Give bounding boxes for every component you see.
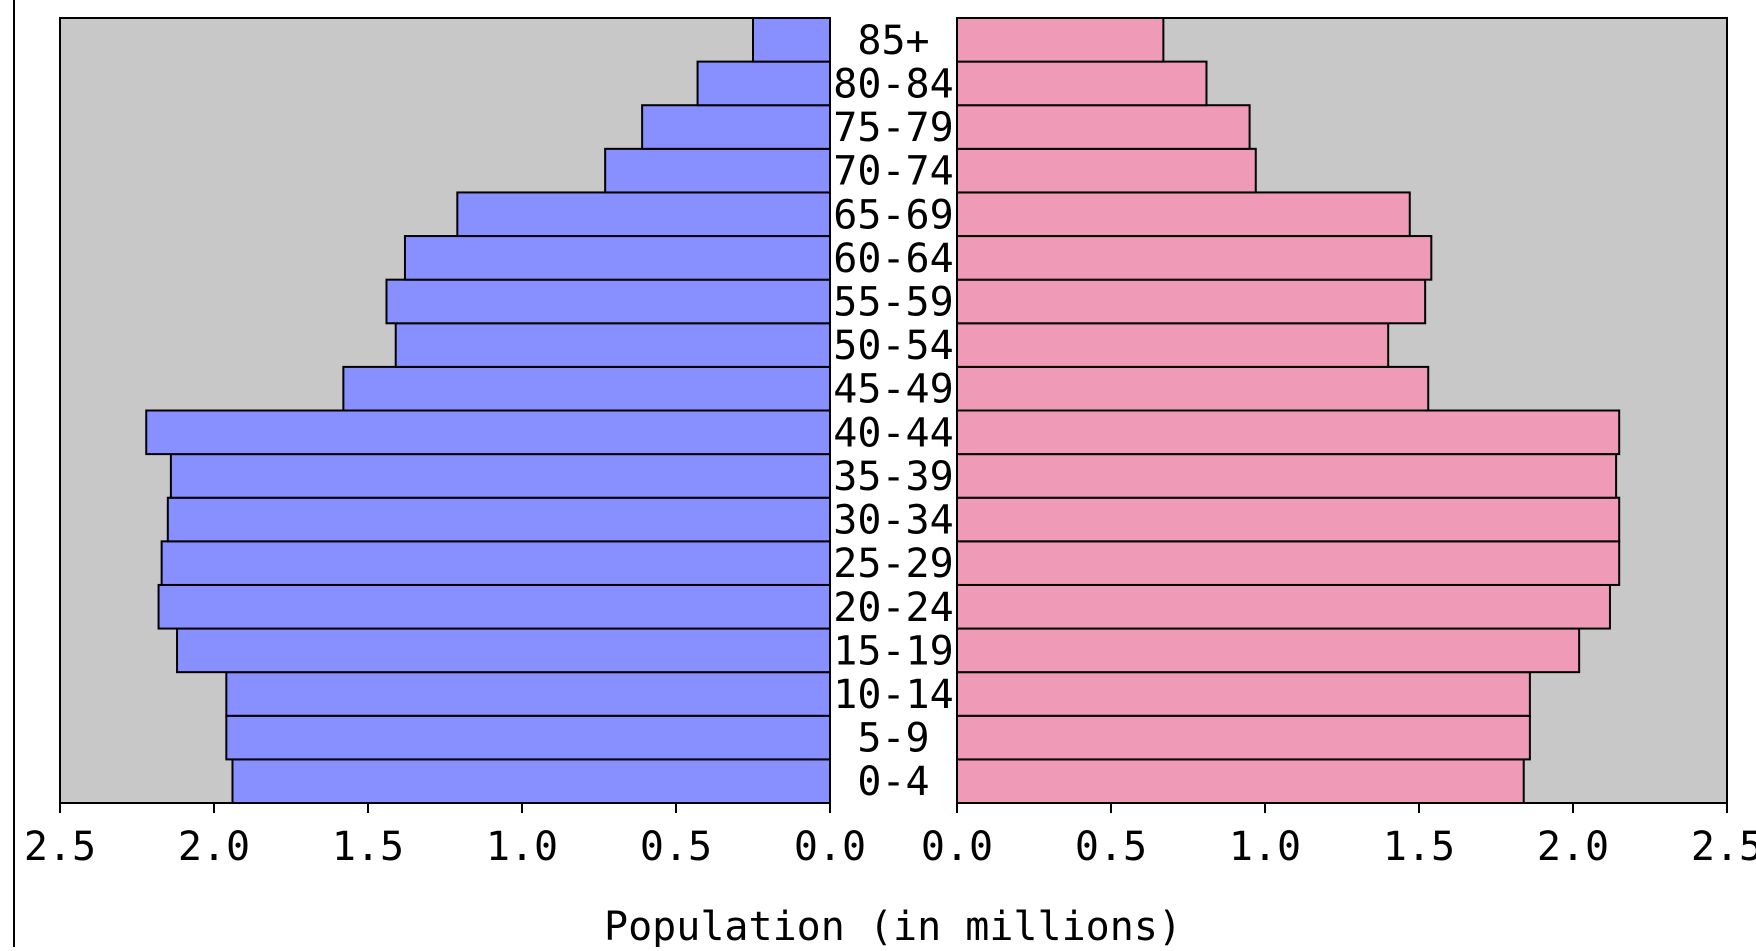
bar-right-25-29 xyxy=(956,540,1621,586)
bar-left-10-14 xyxy=(225,671,831,717)
age-label-85+: 85+ xyxy=(857,18,929,64)
bar-right-30-34 xyxy=(956,496,1621,543)
left-tick-label: 1.5 xyxy=(332,824,404,870)
age-label-45-49: 45-49 xyxy=(833,367,953,413)
right-tick-label: 2.0 xyxy=(1537,824,1609,870)
age-label-30-34: 30-34 xyxy=(833,498,953,544)
right-tick-label: 0.0 xyxy=(921,824,993,870)
right-tick-label: 2.5 xyxy=(1691,824,1756,870)
bar-right-0-4 xyxy=(956,758,1525,805)
right-tick-label: 1.0 xyxy=(1229,824,1301,870)
age-label-80-84: 80-84 xyxy=(833,61,953,107)
bar-left-35-39 xyxy=(169,453,831,499)
age-label-70-74: 70-74 xyxy=(833,149,953,195)
bar-right-5-9 xyxy=(956,714,1531,761)
bar-right-60-64 xyxy=(956,235,1433,281)
age-label-35-39: 35-39 xyxy=(833,454,953,500)
age-label-0-4: 0-4 xyxy=(857,759,929,805)
bar-left-50-54 xyxy=(394,322,831,368)
left-tick-label: 0.5 xyxy=(640,824,712,870)
age-label-20-24: 20-24 xyxy=(833,585,953,631)
age-label-5-9: 5-9 xyxy=(857,716,929,762)
bar-left-85+ xyxy=(752,17,831,63)
bar-right-80-84 xyxy=(956,60,1208,107)
age-label-10-14: 10-14 xyxy=(833,672,953,718)
bar-left-30-34 xyxy=(166,496,832,543)
bar-right-35-39 xyxy=(956,453,1618,499)
bar-left-15-19 xyxy=(176,627,832,674)
bar-right-20-24 xyxy=(956,583,1611,630)
left-tick-label: 2.5 xyxy=(24,824,96,870)
bar-right-75-79 xyxy=(956,104,1251,150)
bar-left-20-24 xyxy=(157,583,831,630)
bar-left-65-69 xyxy=(456,191,831,238)
bar-left-40-44 xyxy=(145,409,832,456)
age-labels: 0-45-910-1415-1920-2425-2930-3435-3940-4… xyxy=(833,18,953,805)
right-axis: 0.0 0.5 1.0 1.5 2.0 2.5 xyxy=(921,803,1756,870)
bar-right-50-54 xyxy=(956,322,1390,368)
age-label-25-29: 25-29 xyxy=(833,541,953,587)
left-bars xyxy=(145,17,832,805)
right-bars xyxy=(956,17,1621,805)
bar-left-0-4 xyxy=(231,758,832,805)
age-label-55-59: 55-59 xyxy=(833,279,953,325)
age-label-60-64: 60-64 xyxy=(833,236,953,282)
bar-left-80-84 xyxy=(696,60,831,107)
left-plot-border xyxy=(59,17,831,804)
bar-right-40-44 xyxy=(956,409,1621,456)
bar-right-85+ xyxy=(956,17,1165,63)
age-label-15-19: 15-19 xyxy=(833,628,953,674)
bar-left-70-74 xyxy=(604,147,831,194)
bar-right-45-49 xyxy=(956,365,1430,412)
age-label-75-79: 75-79 xyxy=(833,105,953,151)
bar-right-70-74 xyxy=(956,147,1257,194)
bar-left-45-49 xyxy=(342,365,831,412)
right-tick-label: 1.5 xyxy=(1383,824,1455,870)
bar-left-55-59 xyxy=(385,278,831,325)
age-label-50-54: 50-54 xyxy=(833,323,953,369)
left-axis: 0.0 0.5 1.0 1.5 2.0 2.5 xyxy=(24,803,866,870)
bar-right-10-14 xyxy=(956,671,1531,717)
bar-right-55-59 xyxy=(956,278,1427,325)
age-label-65-69: 65-69 xyxy=(833,192,953,238)
bar-right-15-19 xyxy=(956,627,1581,674)
bar-left-5-9 xyxy=(225,714,831,761)
left-tick-label: 1.0 xyxy=(486,824,558,870)
right-plot-border xyxy=(956,17,1728,804)
left-tick-label: 0.0 xyxy=(794,824,866,870)
bar-right-65-69 xyxy=(956,191,1411,238)
x-axis-label: Population (in millions) xyxy=(604,904,1182,947)
bar-left-60-64 xyxy=(403,235,831,281)
right-tick-label: 0.5 xyxy=(1075,824,1147,870)
bar-left-75-79 xyxy=(641,104,831,150)
bar-left-25-29 xyxy=(160,540,831,586)
age-label-40-44: 40-44 xyxy=(833,410,953,456)
frame-border xyxy=(13,0,15,947)
left-tick-label: 2.0 xyxy=(178,824,250,870)
